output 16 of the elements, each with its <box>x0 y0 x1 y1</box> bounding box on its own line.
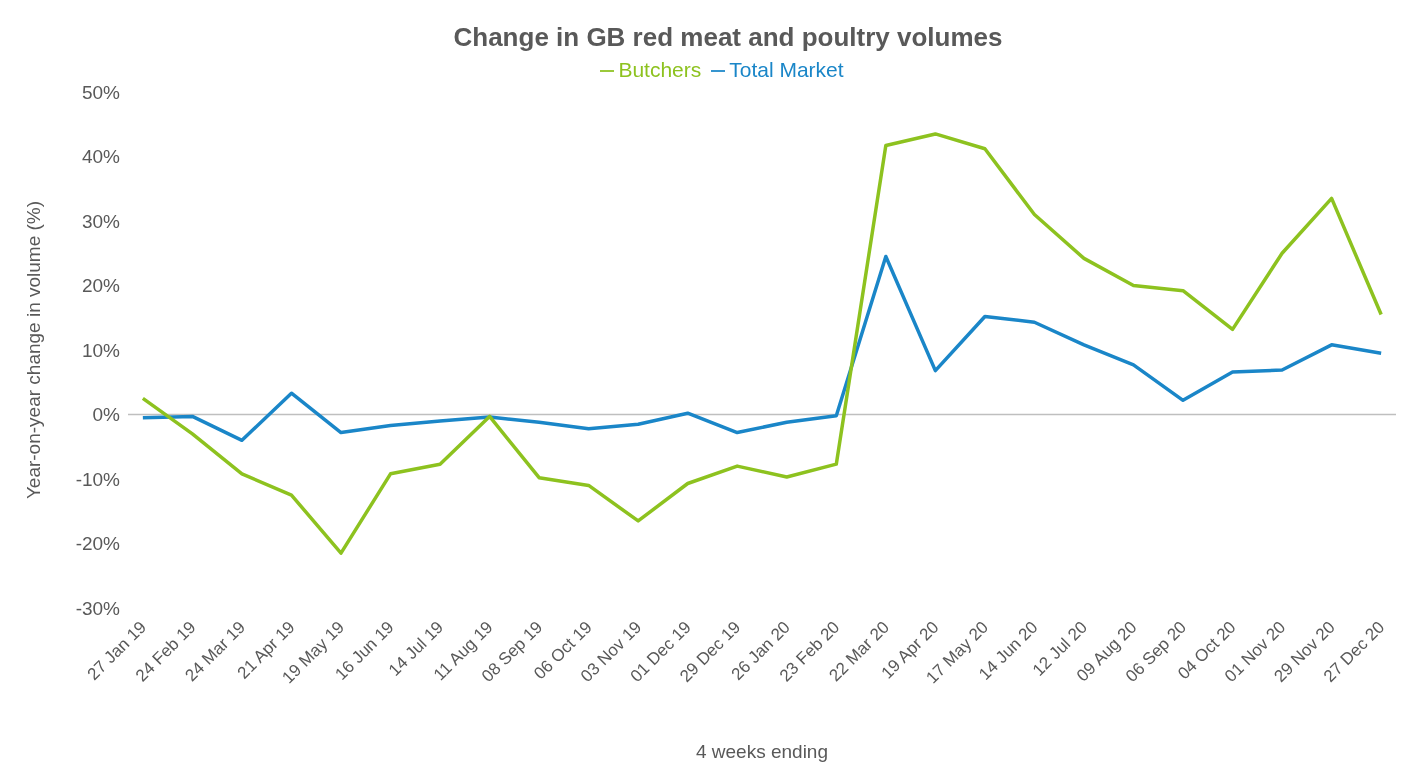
y-axis-title: Year-on-year change in volume (%) <box>22 200 44 500</box>
y-tick-label: -20% <box>75 533 121 555</box>
y-tick-label: 10% <box>81 339 121 361</box>
y-tick-label: 30% <box>81 210 121 232</box>
line-series <box>141 132 1383 555</box>
line-series <box>141 254 1383 443</box>
x-axis-title: 4 weeks ending <box>695 741 829 762</box>
y-tick-label: -10% <box>75 468 121 490</box>
y-tick-label: 50% <box>81 81 121 103</box>
legend-label: Total Market <box>729 58 844 81</box>
y-tick-label: 40% <box>81 146 121 168</box>
y-tick-label: 20% <box>81 275 121 297</box>
y-tick-label: 0% <box>92 404 121 426</box>
legend-label: Butchers <box>618 58 702 81</box>
chart-title: Change in GB red meat and poultry volumes <box>452 22 1004 53</box>
y-tick-label: -30% <box>75 597 121 619</box>
